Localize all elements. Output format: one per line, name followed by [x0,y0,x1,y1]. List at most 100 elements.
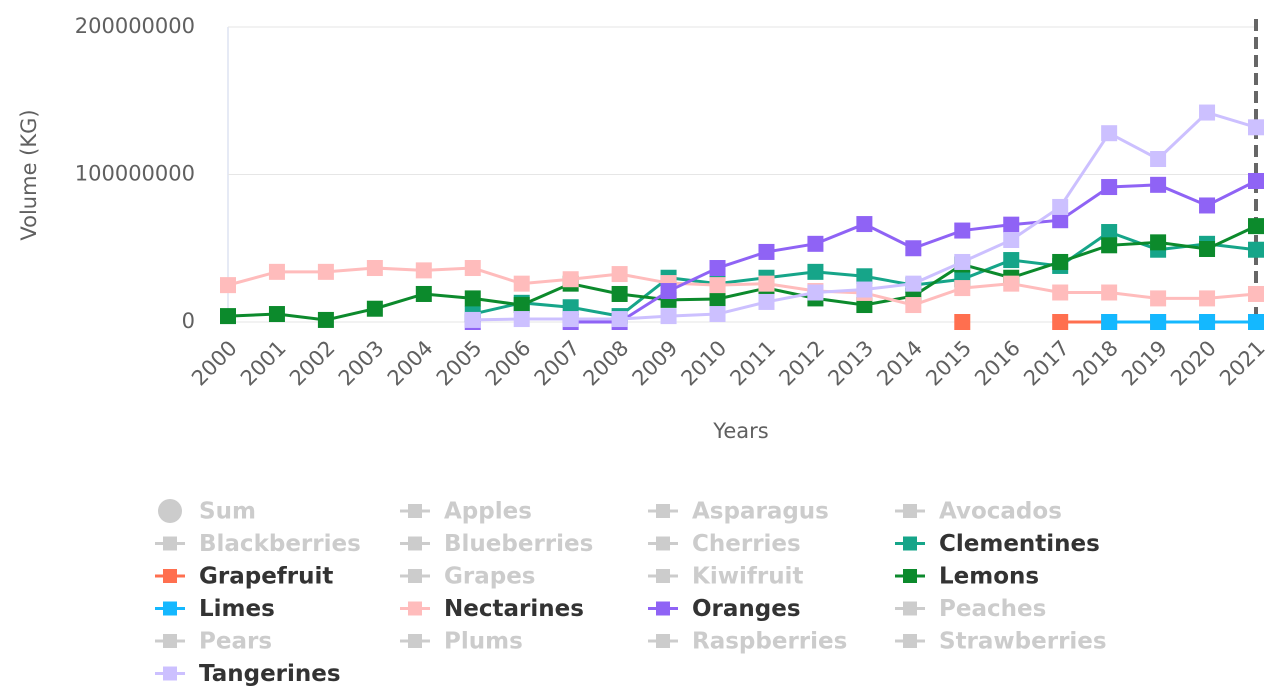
legend-item[interactable]: Strawberries [895,629,1107,655]
legend-symbol [163,536,177,551]
data-marker [954,253,971,270]
data-marker [1052,212,1069,229]
data-marker [513,311,530,328]
legend-symbol [163,569,177,583]
legend-symbol [903,536,917,551]
legend-item[interactable]: Blackberries [155,531,361,557]
legend-symbol [408,569,422,583]
legend-item[interactable]: Apples [400,499,532,525]
legend-item[interactable]: Lemons [895,564,1039,590]
legend-label: Pears [199,629,272,655]
x-axis-title: Years [712,419,768,443]
data-marker [709,260,726,277]
legend-symbol [163,666,177,681]
data-marker [954,222,971,239]
legend-item[interactable]: Cherries [648,531,801,557]
legend-label: Avocados [939,499,1062,525]
x-tick-label: 2021 [1215,336,1267,391]
legend-symbol [408,536,422,551]
data-marker [1150,176,1167,193]
data-marker [1248,314,1264,330]
legend-symbol [408,634,422,648]
data-marker [856,216,873,233]
legend-item[interactable]: Grapes [400,564,536,590]
data-marker [317,311,334,328]
legend-label: Plums [444,629,523,655]
x-tick-label: 2017 [1019,336,1074,391]
y-tick-label: 200000000 [75,14,195,38]
legend-item[interactable]: Avocados [895,499,1062,525]
legend-item[interactable]: Kiwifruit [648,564,803,590]
y-tick-label: 100000000 [75,162,195,186]
legend-item[interactable]: Asparagus [648,499,829,525]
data-marker [562,271,579,288]
data-marker [709,290,726,307]
data-marker [268,306,285,323]
legend-item[interactable]: Plums [400,629,523,655]
data-marker [1150,314,1167,330]
legend-label: Clementines [939,531,1100,557]
legend-symbol [903,504,917,518]
data-marker [366,260,383,277]
data-marker [1248,285,1264,302]
data-marker [1003,252,1020,269]
legend-label: Peaches [939,596,1046,622]
x-tick-label: 2010 [677,336,732,391]
data-marker [1101,125,1118,142]
legend-symbol [656,536,670,551]
legend-symbol [163,601,177,616]
legend-item[interactable]: Pears [155,629,272,655]
legend-symbol [903,634,917,648]
data-marker [660,283,677,300]
legend-item[interactable]: Nectarines [400,596,584,622]
legend-symbol [656,601,670,616]
data-marker [1199,104,1216,121]
data-marker [1150,290,1167,307]
series-line [227,224,1257,322]
legend-item[interactable]: Blueberries [400,531,593,557]
data-marker [758,275,775,292]
x-tick-label: 2011 [725,336,780,391]
legend-item[interactable]: Raspberries [648,629,847,655]
legend-item[interactable]: Grapefruit [155,564,333,590]
data-marker [611,266,628,283]
legend-symbol [656,569,670,583]
data-marker [1248,119,1264,136]
legend-symbol [656,634,670,648]
data-marker [464,311,481,328]
legend-label: Grapes [444,564,536,590]
data-marker [1199,314,1216,330]
data-marker [513,275,530,292]
data-marker [1199,240,1216,257]
legend-label: Raspberries [692,629,847,655]
legend-item[interactable]: Sum [158,499,256,525]
data-marker [1101,284,1118,301]
legend-item[interactable]: Tangerines [155,661,341,687]
legend-item[interactable]: Clementines [895,531,1100,557]
data-marker [1101,179,1118,196]
data-marker [1199,290,1216,307]
legend-symbol [408,601,422,616]
data-marker [856,297,873,314]
data-marker [1248,218,1264,235]
data-marker [317,263,334,280]
x-tick-label: 2000 [187,336,242,391]
legend-symbol [903,569,917,583]
legend-item[interactable]: Peaches [895,596,1046,622]
y-tick-label: 0 [182,309,195,333]
legend-label: Tangerines [199,661,341,687]
legend-label: Nectarines [444,596,584,622]
data-marker [611,311,628,328]
x-tick-label: 2005 [432,336,487,391]
legend-item[interactable]: Limes [155,596,275,622]
data-marker [1003,275,1020,292]
data-marker [954,280,971,297]
legend-item[interactable]: Oranges [648,596,801,622]
data-marker [660,308,677,325]
data-marker [464,260,481,277]
x-tick-label: 2016 [970,336,1025,391]
legend-symbol [656,504,670,518]
legend-label: Asparagus [692,499,829,525]
data-marker [807,263,824,280]
